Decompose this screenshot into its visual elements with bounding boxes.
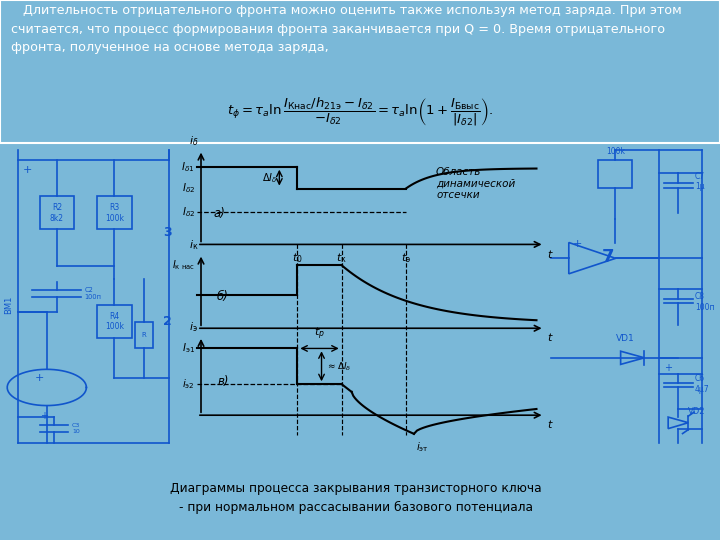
Text: $i_{\text{эт}}$: $i_{\text{эт}}$ [416, 440, 429, 454]
Text: $I_{\text{к нас}}$: $I_{\text{к нас}}$ [172, 258, 195, 272]
Text: $t_{\phi}= \tau_a \ln \dfrac{I_{\text{Кнас}}/h_{21\text{э}}-I_{\delta2}}{-I_{\de: $t_{\phi}= \tau_a \ln \dfrac{I_{\text{Кн… [227, 96, 493, 128]
Text: $\Delta I_\delta$: $\Delta I_\delta$ [262, 171, 277, 185]
Bar [97, 305, 132, 338]
Text: в): в) [217, 375, 228, 388]
Bar [97, 197, 132, 230]
Text: $i_{\text{к}}$: $i_{\text{к}}$ [189, 238, 198, 252]
Text: +: + [23, 165, 32, 175]
Text: R4
100k: R4 100k [105, 312, 124, 331]
Text: Область
динамической
отсечки: Область динамической отсечки [436, 167, 516, 200]
Text: $\approx\Delta I_\delta$: $\approx\Delta I_\delta$ [325, 360, 351, 373]
Text: $I_{\delta1}$: $I_{\delta1}$ [181, 160, 195, 174]
Text: $I_{\text{э1}}$: $I_{\text{э1}}$ [182, 341, 195, 355]
Text: R3
100k: R3 100k [105, 203, 124, 222]
Text: ВМ1: ВМ1 [4, 296, 13, 314]
Text: VD2: VD2 [688, 407, 705, 416]
Text: R2
8k2: R2 8k2 [50, 203, 64, 222]
Text: VD1: VD1 [616, 334, 634, 343]
Text: $t_0$: $t_0$ [292, 251, 303, 265]
Text: $t_p$: $t_p$ [314, 325, 325, 342]
Text: +: + [572, 239, 582, 249]
Text: Диаграммы процесса закрывания транзисторного ключа
- при нормальном рассасывании: Диаграммы процесса закрывания транзистор… [170, 482, 541, 514]
Text: $t_{\text{э}}$: $t_{\text{э}}$ [401, 251, 411, 265]
Text: 7: 7 [602, 248, 615, 266]
Text: $i_\delta$: $i_\delta$ [189, 134, 198, 148]
Text: $t_{\text{к}}$: $t_{\text{к}}$ [336, 251, 347, 265]
Bar [135, 321, 153, 348]
Text: +: + [40, 411, 48, 421]
Text: 100k: 100k [606, 146, 625, 156]
Bar [598, 160, 632, 188]
Text: +: + [664, 363, 672, 373]
Text: $i_{\text{э2}}$: $i_{\text{э2}}$ [182, 377, 195, 391]
Text: C6
4µ7: C6 4µ7 [695, 374, 709, 394]
Text: C7
1µ: C7 1µ [695, 172, 705, 191]
Text: Длительность отрицательного фронта можно оценить также используя метод заряда. П: Длительность отрицательного фронта можно… [11, 4, 682, 55]
Text: C2
100п: C2 100п [84, 287, 102, 300]
Text: $I_{\delta2}$: $I_{\delta2}$ [181, 205, 195, 219]
Text: $t$: $t$ [546, 418, 553, 430]
Text: $i_{\text{э}}$: $i_{\text{э}}$ [189, 321, 198, 334]
Text: 3: 3 [163, 226, 171, 239]
Text: C8
100п: C8 100п [695, 292, 714, 312]
Bar [40, 197, 74, 230]
Text: 2: 2 [163, 315, 171, 328]
Text: +: + [35, 373, 45, 382]
Text: C3
10: C3 10 [72, 423, 81, 434]
Text: R: R [142, 332, 146, 338]
Text: а): а) [213, 207, 225, 220]
Text: $I_{\delta2}$: $I_{\delta2}$ [181, 181, 195, 195]
Text: $t$: $t$ [546, 247, 553, 260]
Text: $t$: $t$ [546, 332, 553, 343]
Text: б): б) [217, 290, 229, 303]
